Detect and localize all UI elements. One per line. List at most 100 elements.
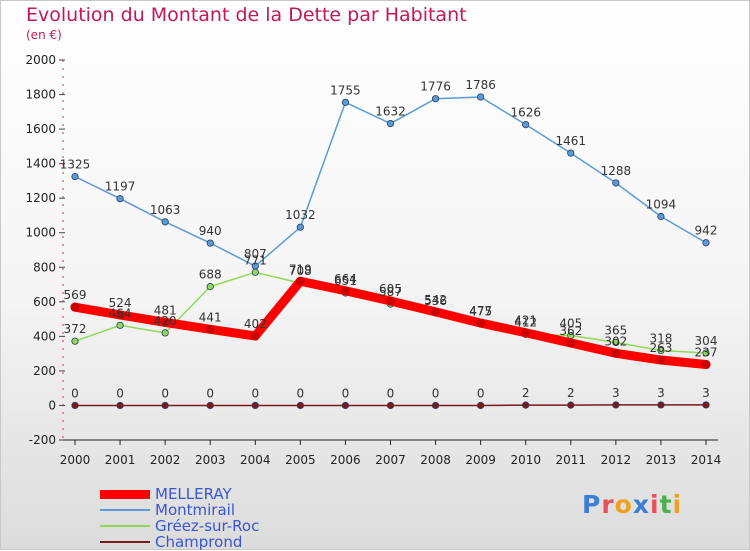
logo-letter: t <box>659 490 673 519</box>
data-label-melleray: 237 <box>695 346 718 360</box>
data-labels: 1325 1197 1063 940 807 1032 1755 1632 1776 1786 16… <box>60 78 718 400</box>
data-label-montmirail: 940 <box>199 224 222 238</box>
data-label-gr-ez-sur-roc: 405 <box>559 317 582 331</box>
data-point-champrond <box>386 401 395 410</box>
data-label-champrond: 0 <box>432 386 440 400</box>
logo-letter: i <box>672 490 683 519</box>
data-point-melleray <box>566 338 576 348</box>
data-label-montmirail: 1776 <box>420 80 451 94</box>
x-tick-label: 2006 <box>330 453 361 467</box>
logo-letter: x <box>632 490 650 519</box>
data-point-melleray <box>611 348 621 358</box>
data-point-montmirail <box>431 95 440 103</box>
x-tick-label: 2009 <box>465 453 496 467</box>
chart-subtitle: (en €) <box>26 28 62 42</box>
data-label-gr-ez-sur-roc: 365 <box>604 323 627 337</box>
data-label-champrond: 3 <box>702 386 710 400</box>
data-label-montmirail: 807 <box>244 247 267 261</box>
data-point-champrond <box>71 401 79 410</box>
data-label-melleray: 481 <box>154 303 177 317</box>
chart-title: Evolution du Montant de la Dette par Hab… <box>26 4 467 26</box>
y-tick-label: 2000 <box>25 53 56 67</box>
data-point-montmirail <box>612 179 620 187</box>
data-label-gr-ez-sur-roc: 412 <box>514 315 537 329</box>
legend-label-montmirail: Montmirail <box>155 501 235 519</box>
x-axis: 2000 2001 2002 2003 2004 2005 2006 2007 2008 2009… <box>60 439 722 467</box>
data-label-gr-ez-sur-roc: 771 <box>244 253 267 267</box>
data-label-montmirail: 1786 <box>465 78 496 92</box>
data-point-gr-ez-sur-roc <box>702 349 710 357</box>
y-tick-label: 200 <box>33 364 56 378</box>
x-tick-label: 2003 <box>195 453 226 467</box>
data-point-melleray <box>476 318 486 328</box>
y-tick-label: 1800 <box>25 88 56 102</box>
data-label-gr-ez-sur-roc: 318 <box>649 332 672 346</box>
logo-letter: o <box>614 490 633 519</box>
data-label-gr-ez-sur-roc: 536 <box>424 294 447 308</box>
y-tick-label: 600 <box>33 295 56 309</box>
data-label-melleray: 542 <box>424 293 447 307</box>
data-point-gr-ez-sur-roc <box>161 329 169 337</box>
data-label-champrond: 2 <box>567 386 575 400</box>
data-point-champrond <box>612 401 620 409</box>
legend-swatch-champrond <box>100 541 150 543</box>
proxiti-logo[interactable]: Proxiti <box>582 490 682 519</box>
data-label-gr-ez-sur-roc: 688 <box>199 268 222 282</box>
data-label-montmirail: 1632 <box>375 105 406 119</box>
data-point-melleray <box>521 328 531 338</box>
data-point-gr-ez-sur-roc <box>71 337 79 345</box>
data-label-champrond: 0 <box>387 386 395 400</box>
data-point-melleray <box>250 331 260 341</box>
data-label-champrond: 0 <box>477 386 485 400</box>
y-tick-label: 1600 <box>25 122 56 136</box>
data-point-champrond <box>251 401 259 410</box>
legend-swatch-melleray <box>100 490 150 499</box>
logo-letter: r <box>601 490 615 519</box>
data-label-melleray: 605 <box>379 282 402 296</box>
data-point-melleray <box>205 324 215 334</box>
data-label-montmirail: 1197 <box>105 180 136 194</box>
data-label-champrond: 0 <box>342 386 350 400</box>
data-label-melleray: 402 <box>244 317 267 331</box>
data-point-melleray <box>295 276 305 286</box>
data-point-champrond <box>477 401 485 410</box>
data-label-montmirail: 1288 <box>601 164 632 178</box>
data-point-montmirail <box>386 119 395 128</box>
data-label-montmirail: 1063 <box>150 203 181 217</box>
data-point-champrond <box>206 401 214 410</box>
y-tick-label: 800 <box>33 260 56 274</box>
legend-swatch-greez-sur-roc <box>100 525 150 527</box>
data-label-montmirail: 942 <box>695 224 718 238</box>
data-label-montmirail: 1325 <box>60 158 91 172</box>
data-label-champrond: 2 <box>522 386 530 400</box>
data-point-melleray <box>340 286 350 296</box>
data-label-montmirail: 1032 <box>285 208 316 222</box>
y-tick-label: -200 <box>29 433 56 447</box>
data-label-champrond: 3 <box>612 386 620 400</box>
x-tick-label: 2001 <box>105 453 136 467</box>
logo-letter: P <box>582 490 602 519</box>
x-tick-label: 2005 <box>285 453 316 467</box>
data-point-gr-ez-sur-roc <box>116 321 124 329</box>
y-tick-label: 400 <box>33 329 56 343</box>
data-label-champrond: 3 <box>657 386 665 400</box>
data-point-montmirail <box>161 218 169 226</box>
data-label-melleray: 263 <box>649 341 672 355</box>
x-tick-label: 2007 <box>375 453 406 467</box>
data-point-melleray <box>70 302 80 312</box>
data-point-melleray <box>386 296 395 306</box>
data-point-champrond <box>567 401 575 409</box>
data-point-montmirail <box>116 195 124 203</box>
legend-label-melleray: MELLERAY <box>155 485 232 503</box>
data-label-gr-ez-sur-roc: 372 <box>64 322 87 336</box>
x-tick-label: 2013 <box>646 453 677 467</box>
data-label-melleray: 421 <box>514 314 537 328</box>
data-point-montmirail <box>341 98 350 106</box>
y-axis: -200 0 200 400 600 800 1000 1200 1400 1600 1800 200… <box>25 53 65 447</box>
x-tick-label: 2014 <box>691 453 722 467</box>
data-label-champrond: 0 <box>116 386 124 400</box>
data-label-gr-ez-sur-roc: 708 <box>289 264 312 278</box>
x-tick-label: 2004 <box>240 453 271 467</box>
